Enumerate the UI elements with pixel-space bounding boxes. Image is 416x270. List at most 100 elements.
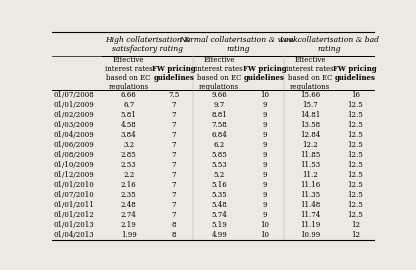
Text: 12: 12: [351, 231, 360, 239]
Text: 7: 7: [172, 141, 176, 149]
Text: 2.85: 2.85: [121, 151, 136, 159]
Text: 12.5: 12.5: [347, 161, 363, 169]
Text: 5.19: 5.19: [211, 221, 227, 229]
Text: 5.81: 5.81: [121, 111, 136, 119]
Text: 11.35: 11.35: [300, 191, 320, 199]
Text: 12.5: 12.5: [347, 111, 363, 119]
Text: FW pricing
guidelines: FW pricing guidelines: [152, 65, 196, 82]
Text: 11.74: 11.74: [300, 211, 320, 219]
Text: 12.5: 12.5: [347, 121, 363, 129]
Text: High collaterisation &
satisfactory rating: High collaterisation & satisfactory rati…: [105, 36, 191, 53]
Text: 11.85: 11.85: [300, 151, 320, 159]
Text: 2.16: 2.16: [121, 181, 136, 189]
Text: 7: 7: [172, 121, 176, 129]
Text: 2.35: 2.35: [121, 191, 136, 199]
Text: 9: 9: [262, 141, 267, 149]
Text: Effective
interest rates
based on EC
regulations: Effective interest rates based on EC reg…: [105, 56, 152, 90]
Text: 7: 7: [172, 101, 176, 109]
Text: 01/04/2009: 01/04/2009: [53, 131, 94, 139]
Text: 6.66: 6.66: [121, 91, 136, 99]
Text: 9: 9: [262, 181, 267, 189]
Text: 11.2: 11.2: [302, 171, 318, 179]
Text: 01/01/2012: 01/01/2012: [53, 211, 94, 219]
Text: 10: 10: [260, 231, 269, 239]
Text: 12.5: 12.5: [347, 181, 363, 189]
Text: 7: 7: [172, 111, 176, 119]
Text: 12.5: 12.5: [347, 151, 363, 159]
Text: 7: 7: [172, 151, 176, 159]
Text: 8: 8: [172, 221, 176, 229]
Text: 5.53: 5.53: [211, 161, 227, 169]
Text: 15.66: 15.66: [300, 91, 320, 99]
Text: 01/01/2013: 01/01/2013: [53, 221, 94, 229]
Text: 7: 7: [172, 191, 176, 199]
Text: 5.48: 5.48: [211, 201, 227, 209]
Text: 9: 9: [262, 101, 267, 109]
Text: 7: 7: [172, 131, 176, 139]
Text: 14.81: 14.81: [300, 111, 320, 119]
Text: Normal collaterisation & weak
rating: Normal collaterisation & weak rating: [179, 36, 298, 53]
Text: 8.81: 8.81: [211, 111, 227, 119]
Text: 1.99: 1.99: [121, 231, 136, 239]
Text: 9: 9: [262, 171, 267, 179]
Text: 9: 9: [262, 151, 267, 159]
Text: 6.7: 6.7: [123, 101, 134, 109]
Text: 4.99: 4.99: [211, 231, 227, 239]
Text: 3.84: 3.84: [121, 131, 136, 139]
Text: 2.53: 2.53: [121, 161, 136, 169]
Text: 01/01/2010: 01/01/2010: [53, 181, 94, 189]
Text: 2.74: 2.74: [121, 211, 136, 219]
Text: Effective
interest rates
based on EC
regulations: Effective interest rates based on EC reg…: [196, 56, 243, 90]
Text: 9: 9: [262, 201, 267, 209]
Text: FW pricing
guidelines: FW pricing guidelines: [243, 65, 286, 82]
Text: 2.19: 2.19: [121, 221, 136, 229]
Text: 5.2: 5.2: [214, 171, 225, 179]
Text: 12: 12: [351, 221, 360, 229]
Text: 7.58: 7.58: [211, 121, 227, 129]
Text: 6.2: 6.2: [214, 141, 225, 149]
Text: 8: 8: [172, 231, 176, 239]
Text: 4.58: 4.58: [121, 121, 136, 129]
Text: 9: 9: [262, 111, 267, 119]
Text: 15.7: 15.7: [302, 101, 318, 109]
Text: 7.5: 7.5: [168, 91, 180, 99]
Text: 7: 7: [172, 211, 176, 219]
Text: 01/02/2009: 01/02/2009: [53, 111, 94, 119]
Text: Low collaterisation & bad
rating: Low collaterisation & bad rating: [279, 36, 379, 53]
Text: 2.2: 2.2: [123, 171, 134, 179]
Text: 9.66: 9.66: [211, 91, 227, 99]
Text: 12.5: 12.5: [347, 101, 363, 109]
Text: 01/07/2010: 01/07/2010: [53, 191, 94, 199]
Text: FW pricing
guidelines: FW pricing guidelines: [334, 65, 377, 82]
Text: 01/12/2009: 01/12/2009: [53, 171, 94, 179]
Text: 11.19: 11.19: [300, 221, 320, 229]
Text: 9: 9: [262, 161, 267, 169]
Text: 5.35: 5.35: [211, 191, 227, 199]
Text: 9: 9: [262, 121, 267, 129]
Text: Effective
interest rates
based on EC
regulations: Effective interest rates based on EC reg…: [286, 56, 334, 90]
Text: 01/08/2009: 01/08/2009: [53, 151, 94, 159]
Text: 7: 7: [172, 201, 176, 209]
Text: 3.2: 3.2: [123, 141, 134, 149]
Text: 11.16: 11.16: [300, 181, 320, 189]
Text: 01/03/2009: 01/03/2009: [53, 121, 94, 129]
Text: 2.48: 2.48: [121, 201, 136, 209]
Text: 01/01/2011: 01/01/2011: [53, 201, 94, 209]
Text: 10.99: 10.99: [300, 231, 320, 239]
Text: 12.5: 12.5: [347, 201, 363, 209]
Text: 01/01/2009: 01/01/2009: [53, 101, 94, 109]
Text: 12.5: 12.5: [347, 171, 363, 179]
Text: 6.84: 6.84: [211, 131, 227, 139]
Text: 9: 9: [262, 211, 267, 219]
Text: 12.5: 12.5: [347, 211, 363, 219]
Text: 7: 7: [172, 181, 176, 189]
Text: 10: 10: [260, 91, 269, 99]
Text: 9: 9: [262, 191, 267, 199]
Text: 10: 10: [260, 221, 269, 229]
Text: 01/07/2008: 01/07/2008: [53, 91, 94, 99]
Text: 12.2: 12.2: [302, 141, 318, 149]
Text: 12.5: 12.5: [347, 131, 363, 139]
Text: 11.53: 11.53: [300, 161, 320, 169]
Text: 12.5: 12.5: [347, 191, 363, 199]
Text: 9: 9: [262, 131, 267, 139]
